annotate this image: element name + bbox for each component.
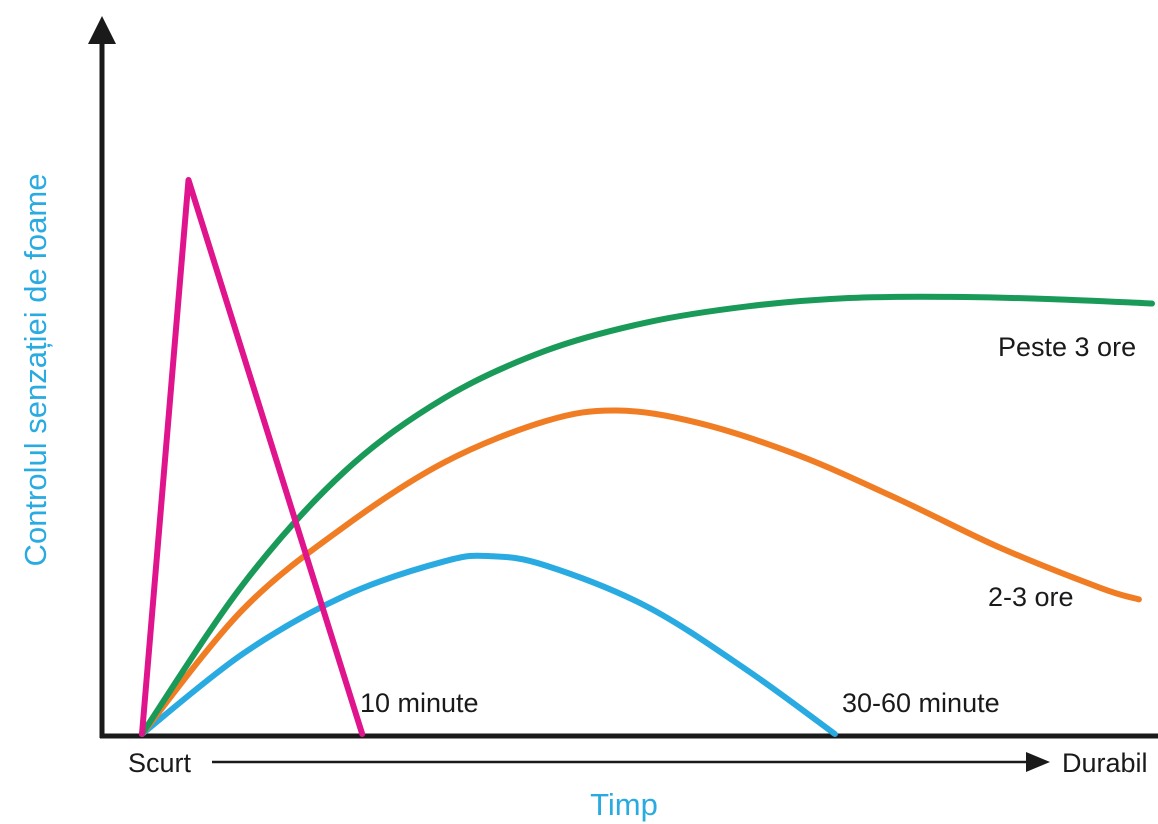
x-axis-title: Timp — [590, 787, 658, 822]
series-line-2-3-ore — [139, 407, 1142, 737]
series-line-10-minute — [139, 177, 366, 737]
series-line-peste-3-ore — [139, 293, 1155, 737]
series-label-10-minute: 10 minute — [360, 688, 479, 718]
time-arrow-head — [1026, 752, 1050, 772]
x-end-label: Durabil — [1062, 748, 1148, 778]
x-start-label: Scurt — [128, 748, 192, 778]
series-label-30-60-minute: 30-60 minute — [842, 688, 1000, 718]
series-label-2-3-ore: 2-3 ore — [988, 582, 1074, 612]
series-line-30-60-minute — [139, 552, 838, 737]
series-label-peste-3-ore: Peste 3 ore — [998, 332, 1136, 362]
y-axis-arrowhead — [88, 16, 116, 44]
y-axis-title: Controlul senzației de foame — [18, 174, 53, 567]
series-group — [139, 177, 1155, 737]
